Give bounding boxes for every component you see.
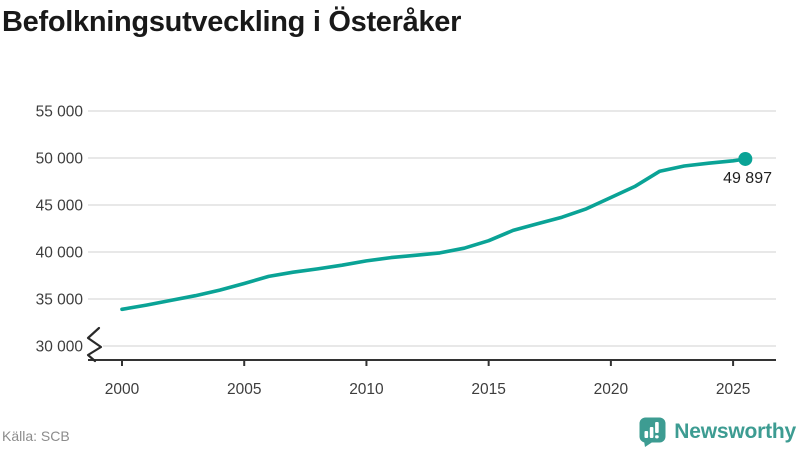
y-tick-label: 55 000 xyxy=(36,104,84,121)
x-tick-label: 2010 xyxy=(349,381,384,398)
newsworthy-wordmark: Newsworthy xyxy=(674,420,796,443)
x-tick-label: 2020 xyxy=(594,381,629,398)
y-tick-label: 30 000 xyxy=(36,339,84,356)
x-tick-label: 2025 xyxy=(716,381,750,398)
population-line xyxy=(120,157,748,312)
x-tick-label: 2005 xyxy=(227,381,261,398)
chart-title: Befolkningsutveckling i Österåker xyxy=(2,6,462,38)
newsworthy-logo[interactable]: Newsworthy xyxy=(639,417,796,447)
source-label: Källa: SCB xyxy=(2,428,70,444)
y-tick-label: 45 000 xyxy=(36,198,84,215)
x-tick-label: 2015 xyxy=(471,381,505,398)
x-tick-label: 2000 xyxy=(105,381,140,398)
y-tick-label: 40 000 xyxy=(36,245,84,262)
endpoint-dot xyxy=(738,151,753,166)
endpoint-value-label: 49 897 xyxy=(723,170,772,187)
axis-break-icon xyxy=(86,326,103,363)
y-tick-label: 35 000 xyxy=(36,292,84,309)
newsworthy-badge-icon xyxy=(639,417,666,447)
y-tick-label: 50 000 xyxy=(36,151,84,168)
